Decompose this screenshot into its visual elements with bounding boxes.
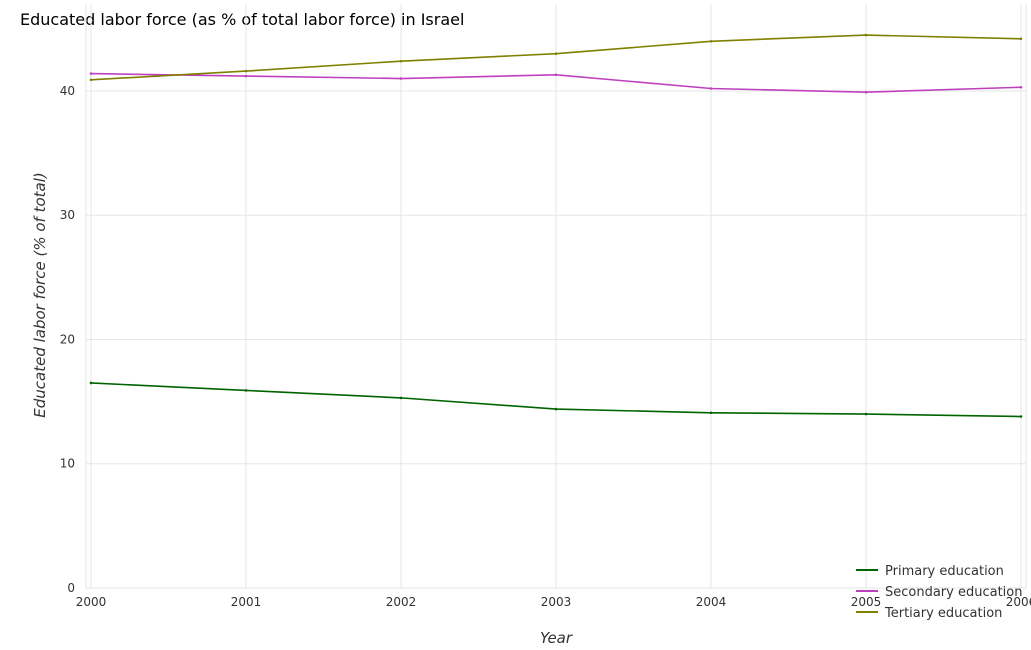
data-point	[554, 73, 558, 77]
y-axis-ticks: 0 10 20 30 40	[60, 84, 75, 595]
x-tick-label: 2006	[1006, 595, 1031, 609]
x-axis-label: Year	[540, 629, 573, 647]
data-point	[709, 411, 713, 415]
data-point	[89, 72, 93, 75]
series-0	[89, 381, 1023, 418]
y-axis-label: Educated labor force (% of total)	[31, 172, 49, 417]
data-point	[864, 412, 868, 416]
data-point	[1019, 37, 1023, 41]
data-point	[1019, 415, 1023, 418]
x-tick-label: 2004	[696, 595, 727, 609]
data-point	[1019, 85, 1023, 89]
x-tick-label: 2005	[851, 595, 882, 609]
legend-label-primary: Primary education	[885, 564, 1004, 579]
data-point	[399, 59, 403, 63]
chart-title: Educated labor force (as % of total labo…	[20, 10, 464, 29]
series-1	[89, 72, 1023, 94]
series-2	[89, 33, 1023, 82]
data-point	[864, 33, 868, 37]
legend-item-secondary: Secondary education	[856, 585, 1022, 600]
legend-item-primary: Primary education	[856, 564, 1004, 579]
data-point	[554, 407, 558, 411]
data-point	[399, 396, 403, 400]
legend-item-tertiary: Tertiary education	[856, 606, 1002, 621]
y-tick-label: 40	[60, 84, 75, 98]
gridlines	[86, 4, 1026, 589]
y-tick-label: 20	[60, 332, 75, 346]
data-point	[244, 74, 248, 78]
y-tick-label: 10	[60, 457, 75, 471]
data-point	[399, 77, 403, 80]
data-point	[89, 78, 93, 82]
legend-label-tertiary: Tertiary education	[884, 606, 1002, 621]
data-point	[244, 389, 248, 392]
data-point	[244, 69, 248, 73]
x-axis-ticks: 2000 2001 2002 2003 2004 2005 2006	[76, 595, 1031, 609]
data-point	[554, 52, 558, 56]
data-point	[709, 87, 713, 90]
x-tick-label: 2000	[76, 595, 107, 609]
legend: Primary education Secondary education Te…	[856, 564, 1022, 621]
x-tick-label: 2002	[386, 595, 417, 609]
data-point	[864, 90, 868, 94]
series-layer	[89, 33, 1023, 418]
x-tick-label: 2003	[541, 595, 572, 609]
x-tick-label: 2001	[231, 595, 262, 609]
legend-label-secondary: Secondary education	[885, 585, 1022, 600]
data-point	[709, 39, 713, 43]
data-point	[89, 381, 93, 385]
y-tick-label: 30	[60, 208, 75, 222]
y-tick-label: 0	[67, 581, 75, 595]
